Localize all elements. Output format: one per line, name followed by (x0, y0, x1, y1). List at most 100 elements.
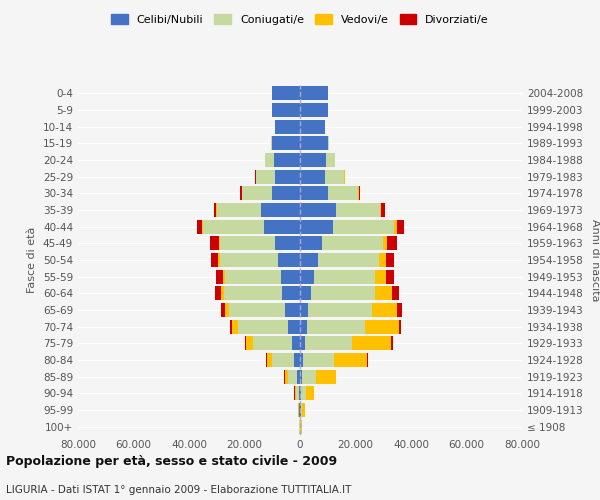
Bar (287, 320, 300, 334)
Bar (203, 220, 264, 234)
Bar (215, 286, 221, 300)
Bar (272, 103, 300, 117)
Bar (230, 320, 232, 334)
Bar (304, 353, 334, 367)
Bar (391, 336, 392, 350)
Bar (238, 320, 287, 334)
Bar (307, 320, 365, 334)
Bar (246, 336, 253, 350)
Bar (334, 353, 367, 367)
Bar (221, 303, 225, 317)
Bar (274, 153, 300, 167)
Bar (216, 270, 223, 284)
Bar (300, 353, 304, 367)
Bar (240, 186, 242, 200)
Bar (300, 103, 328, 117)
Bar (197, 220, 202, 234)
Bar (299, 386, 300, 400)
Bar (253, 336, 292, 350)
Bar (300, 236, 322, 250)
Bar (220, 236, 275, 250)
Bar (301, 386, 305, 400)
Bar (326, 153, 335, 167)
Bar (392, 286, 398, 300)
Bar (383, 236, 388, 250)
Bar (300, 170, 325, 183)
Bar (275, 236, 300, 250)
Bar (382, 203, 385, 217)
Bar (300, 270, 314, 284)
Bar (397, 303, 402, 317)
Bar (394, 220, 397, 234)
Bar (261, 203, 300, 217)
Bar (300, 120, 325, 134)
Bar (256, 170, 275, 183)
Bar (218, 236, 220, 250)
Bar (272, 86, 300, 101)
Bar (225, 270, 281, 284)
Bar (300, 253, 318, 267)
Bar (297, 370, 300, 384)
Bar (386, 270, 394, 284)
Bar (311, 286, 375, 300)
Bar (225, 303, 229, 317)
Bar (305, 386, 314, 400)
Bar (300, 136, 328, 150)
Text: Popolazione per età, sesso e stato civile - 2009: Popolazione per età, sesso e stato civil… (6, 455, 337, 468)
Bar (365, 320, 398, 334)
Bar (272, 186, 300, 200)
Bar (285, 303, 300, 317)
Bar (301, 420, 302, 434)
Bar (275, 120, 300, 134)
Y-axis label: Anni di nascita: Anni di nascita (590, 218, 600, 301)
Bar (217, 203, 261, 217)
Bar (265, 153, 274, 167)
Bar (271, 136, 272, 150)
Bar (272, 136, 300, 150)
Bar (375, 286, 392, 300)
Bar (316, 370, 335, 384)
Bar (367, 353, 368, 367)
Bar (266, 353, 267, 367)
Bar (218, 253, 220, 267)
Bar (314, 270, 375, 284)
Bar (318, 253, 379, 267)
Bar (372, 303, 397, 317)
Bar (379, 253, 386, 267)
Bar (305, 336, 352, 350)
Bar (300, 153, 326, 167)
Bar (295, 353, 300, 367)
Bar (300, 286, 311, 300)
Bar (300, 370, 302, 384)
Bar (328, 186, 358, 200)
Bar (328, 136, 329, 150)
Bar (295, 386, 296, 400)
Bar (224, 286, 282, 300)
Bar (359, 186, 360, 200)
Bar (388, 236, 397, 250)
Bar (264, 220, 300, 234)
Bar (300, 186, 328, 200)
Y-axis label: Fasce di età: Fasce di età (28, 227, 37, 293)
Bar (308, 303, 372, 317)
Bar (211, 253, 218, 267)
Bar (325, 170, 344, 183)
Bar (386, 253, 394, 267)
Bar (380, 203, 382, 217)
Bar (344, 170, 345, 183)
Bar (300, 320, 307, 334)
Bar (302, 370, 316, 384)
Bar (334, 220, 394, 234)
Bar (272, 353, 295, 367)
Bar (300, 336, 305, 350)
Bar (398, 320, 401, 334)
Bar (285, 370, 287, 384)
Bar (301, 403, 302, 417)
Bar (322, 236, 383, 250)
Bar (223, 270, 225, 284)
Bar (300, 203, 336, 217)
Bar (211, 236, 218, 250)
Text: LIGURIA - Dati ISTAT 1° gennaio 2009 - Elaborazione TUTTITALIA.IT: LIGURIA - Dati ISTAT 1° gennaio 2009 - E… (6, 485, 352, 495)
Bar (229, 303, 285, 317)
Bar (242, 186, 272, 200)
